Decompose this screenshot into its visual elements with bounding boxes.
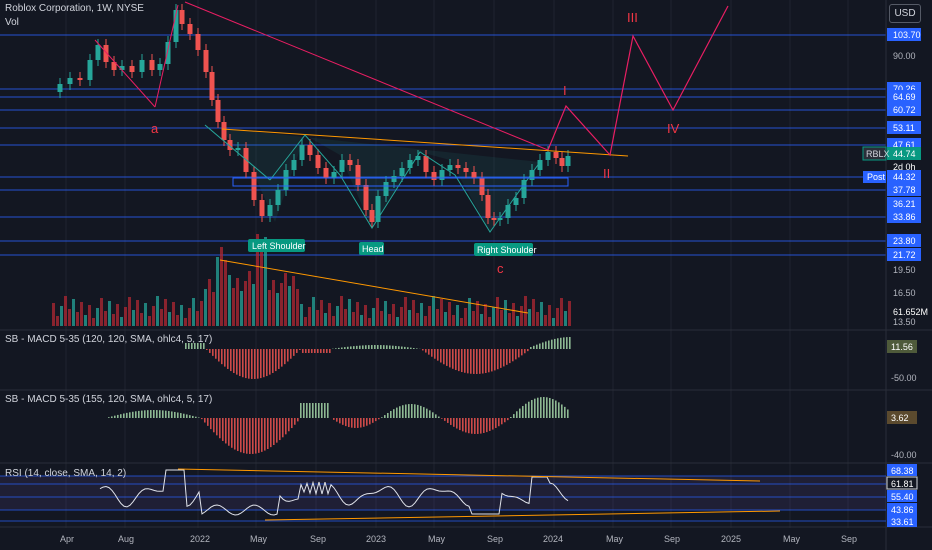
wave-I-label: I: [563, 83, 567, 98]
rsi-line: [99, 469, 569, 516]
time-axis-label: Aug: [118, 534, 134, 544]
head-label: Head: [362, 244, 384, 254]
wave-III-label: III: [627, 10, 638, 25]
time-axis-label: May: [250, 534, 268, 544]
rsi-level-label: 68.38: [891, 466, 914, 476]
price-axis-label: 33.86: [893, 212, 916, 222]
time-axis-label: 2025: [721, 534, 741, 544]
price-axis-label: 23.80: [893, 236, 916, 246]
rsi-level-label: 61.81: [891, 479, 914, 489]
macd1-axis-label: -50.00: [891, 373, 917, 383]
price-axis-label: 53.11: [893, 123, 915, 133]
rsi-level-label: 33.61: [891, 517, 914, 527]
price-axis-label: 36.21: [893, 199, 916, 209]
wave-a-label: a: [151, 121, 159, 136]
price-axis-label: 90.00: [893, 51, 916, 61]
price-axis-label: 70.26: [893, 84, 916, 94]
time-axis-label: 2023: [366, 534, 386, 544]
volume-label: Vol: [5, 17, 19, 28]
macd2-title: SB - MACD 5-35 (155, 120, SMA, ohlc4, 5,…: [5, 394, 213, 405]
price-axis-label: 44.32: [893, 172, 916, 182]
rsi-level-label: 43.86: [891, 505, 914, 515]
time-axis-label: May: [428, 534, 446, 544]
time-axis-label: Apr: [60, 534, 74, 544]
price-axis-label: 37.78: [893, 185, 916, 195]
macd1-title: SB - MACD 5-35 (120, 120, SMA, ohlc4, 5,…: [5, 334, 213, 345]
price-axis-label: 60.72: [893, 105, 916, 115]
rsi-level-label: 55.40: [891, 492, 914, 502]
rsi-title: RSI (14, close, SMA, 14, 2): [5, 468, 127, 479]
price-axis-label: 61.652M: [893, 307, 928, 317]
trend-lines: [94, 1, 729, 314]
time-axis-label: Sep: [310, 534, 326, 544]
wave-II-label: II: [603, 166, 610, 181]
post-tag: Post: [867, 172, 886, 182]
price-axis-label: 47.61: [893, 140, 916, 150]
indicator-value: 11.56: [891, 342, 913, 352]
time-axis-label: 2022: [190, 534, 210, 544]
price-axis-label: 103.70: [893, 30, 921, 40]
right-shoulder-label: Right Shoulder: [477, 245, 537, 255]
time-axis-label: 2024: [543, 534, 563, 544]
time-axis-label: Sep: [664, 534, 680, 544]
price-axis-label: 13.50: [893, 317, 916, 327]
macd2-histogram: [108, 397, 569, 454]
price-axis-label: 2d 0h: [893, 162, 916, 172]
horizontal-levels: [0, 34, 886, 256]
indicator-value: 3.62: [891, 413, 909, 423]
volume-bars: [52, 234, 571, 326]
currency-button[interactable]: USD: [889, 4, 921, 23]
time-axis-label: Sep: [487, 534, 503, 544]
chart-title: Roblox Corporation, 1W, NYSE: [5, 3, 144, 14]
macd1-histogram: [185, 337, 571, 379]
time-axis-label: May: [606, 534, 624, 544]
time-axis-label: May: [783, 534, 801, 544]
time-axis-label: Sep: [841, 534, 857, 544]
wave-IV-label: IV: [667, 121, 680, 136]
price-axis-label: 19.50: [893, 265, 916, 275]
price-axis-label: 44.74: [893, 149, 916, 159]
price-axis-label: 16.50: [893, 288, 916, 298]
left-shoulder-label: Left Shoulder: [252, 241, 306, 251]
pattern-fill: [220, 128, 540, 232]
wave-c-label: c: [497, 261, 504, 276]
price-axis-label: 64.69: [893, 92, 916, 102]
ticker-tag: RBLX: [866, 149, 890, 159]
price-axis-label: 21.72: [893, 250, 916, 260]
macd2-axis-label: -40.00: [891, 450, 917, 460]
